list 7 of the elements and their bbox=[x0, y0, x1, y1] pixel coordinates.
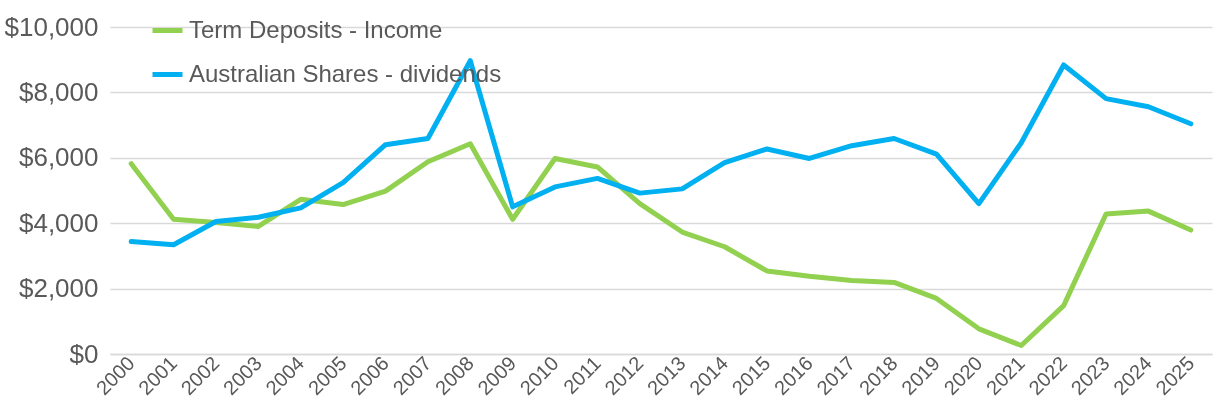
y-tick-label: $2,000 bbox=[18, 273, 99, 304]
y-tick-label: $0 bbox=[69, 338, 99, 369]
y-tick-label: $8,000 bbox=[18, 76, 99, 107]
y-tick-label: $4,000 bbox=[18, 207, 99, 238]
y-tick-label: $6,000 bbox=[18, 142, 99, 173]
y-tick-label: $10,000 bbox=[4, 11, 99, 42]
legend-label: Term Deposits - Income bbox=[189, 15, 443, 43]
